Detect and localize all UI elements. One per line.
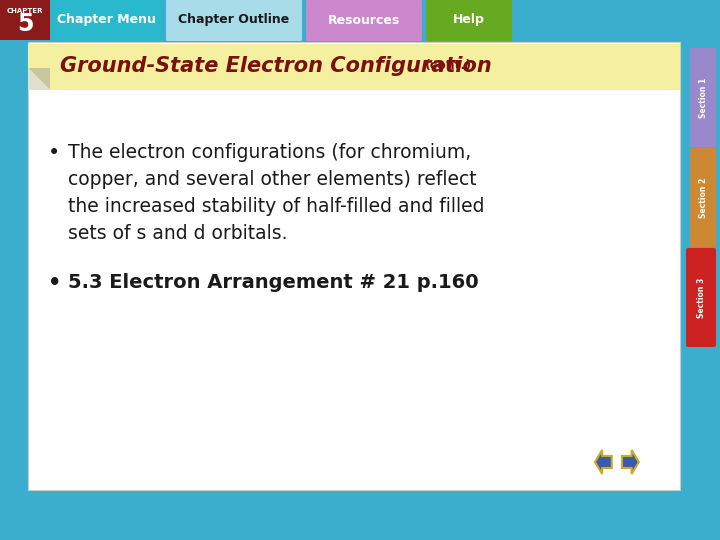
Text: Section 2: Section 2 [698,178,708,218]
Polygon shape [28,68,50,90]
Text: Chapter Menu: Chapter Menu [57,14,156,26]
Bar [0,0,720,40]
Text: The electron configurations (for chromium,: The electron configurations (for chromiu… [68,143,472,162]
Text: Section 1: Section 1 [698,78,708,118]
FancyBboxPatch shape [166,0,302,42]
FancyBboxPatch shape [50,0,162,42]
Text: •: • [48,273,61,293]
Text: 5.3 Electron Arrangement # 21 p.160: 5.3 Electron Arrangement # 21 p.160 [68,273,479,292]
FancyBboxPatch shape [686,248,716,347]
Polygon shape [622,450,639,474]
Text: copper, and several other elements) reflect: copper, and several other elements) refl… [68,170,477,189]
Text: Chapter Outline: Chapter Outline [179,14,289,26]
Bar [0,0,50,40]
Text: Help: Help [453,14,485,26]
Text: CHAPTER: CHAPTER [6,8,43,14]
Text: sets of s and d orbitals.: sets of s and d orbitals. [68,224,287,243]
FancyBboxPatch shape [306,0,422,42]
FancyBboxPatch shape [426,0,512,42]
Bar [28,42,680,490]
Text: Resources: Resources [328,14,400,26]
Text: the increased stability of half-filled and filled: the increased stability of half-filled a… [68,197,485,216]
FancyBboxPatch shape [690,48,716,147]
Polygon shape [28,68,50,90]
Text: •: • [48,143,60,163]
Polygon shape [595,450,612,474]
Bar [28,41,680,47]
Text: (cont.): (cont.) [425,59,472,72]
FancyBboxPatch shape [690,148,716,247]
Text: Section 3: Section 3 [696,278,706,318]
Text: Ground-State Electron Configuration: Ground-State Electron Configuration [60,56,492,76]
Bar [28,44,680,90]
Text: 5: 5 [17,12,33,36]
